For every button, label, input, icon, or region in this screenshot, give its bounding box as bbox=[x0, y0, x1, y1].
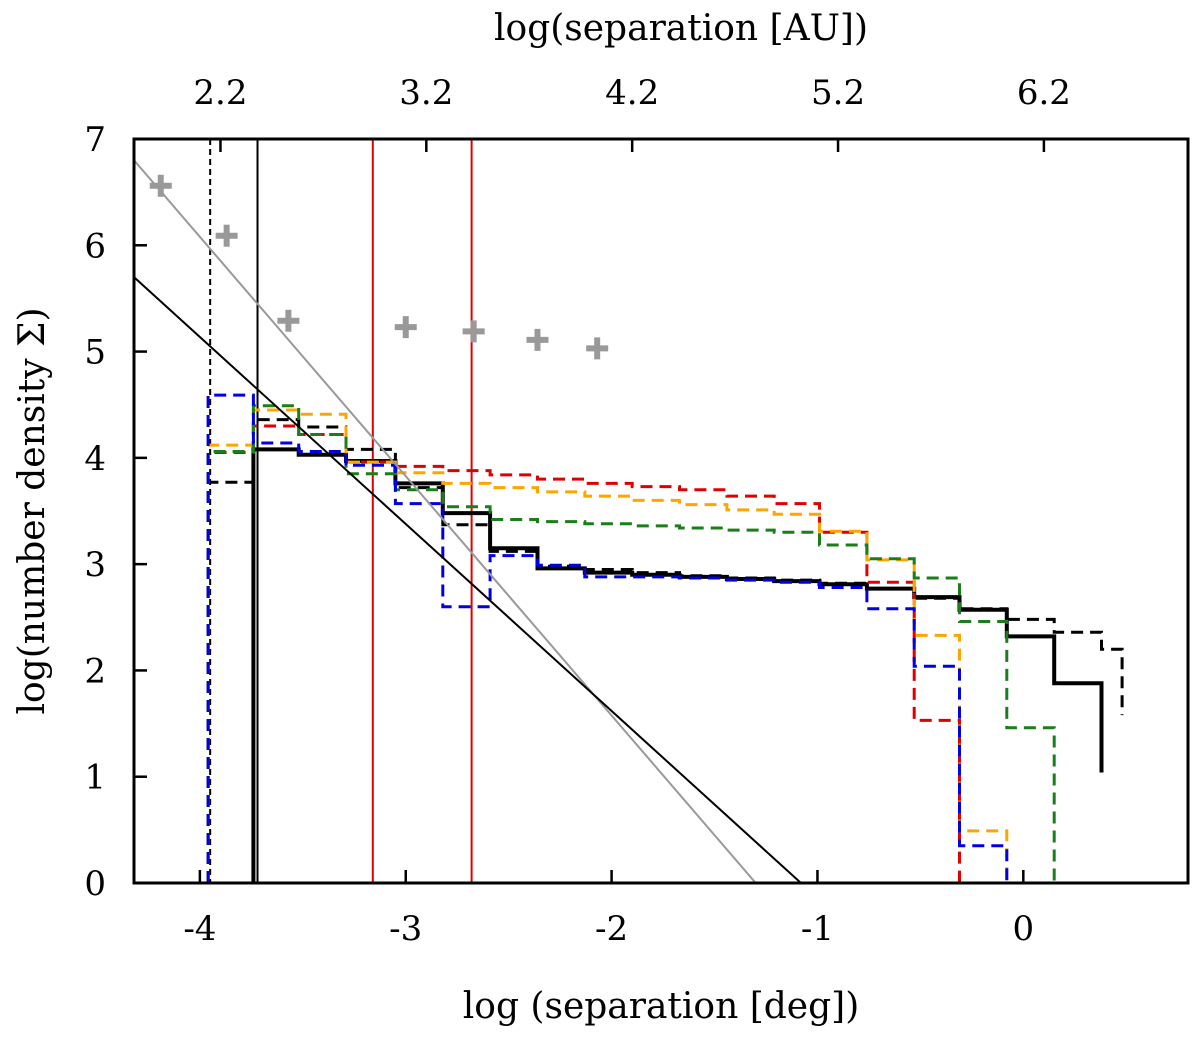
x-tick-label: -3 bbox=[389, 909, 422, 949]
plus-marker bbox=[526, 328, 549, 351]
top-x-tick-label: 2.2 bbox=[193, 73, 247, 113]
series-black-dashed bbox=[206, 418, 1124, 883]
y-tick-label: 2 bbox=[84, 651, 106, 691]
y-tick-label: 0 bbox=[84, 864, 106, 904]
x-axis-title: log (separation [deg]) bbox=[463, 986, 860, 1027]
y-tick-label: 6 bbox=[84, 226, 106, 266]
plot-frame bbox=[132, 137, 1190, 885]
axes-layer bbox=[132, 137, 1190, 885]
series-layer bbox=[134, 139, 1124, 883]
series-black-solid bbox=[251, 447, 1104, 883]
y-tick-label: 4 bbox=[84, 439, 106, 479]
plus-marker bbox=[586, 337, 609, 360]
x-tick-label: -4 bbox=[183, 909, 216, 949]
y-tick-label: 5 bbox=[84, 333, 106, 373]
plus-marker bbox=[277, 309, 300, 332]
y-tick-label: 7 bbox=[84, 120, 106, 160]
fit-line-black-power-law bbox=[134, 276, 802, 883]
series-green-dashed bbox=[206, 404, 1056, 883]
plus-marker bbox=[462, 320, 485, 343]
series-red-dashed bbox=[206, 424, 961, 883]
y-tick-label: 3 bbox=[84, 545, 106, 585]
top-x-tick-label: 5.2 bbox=[811, 73, 865, 113]
top-x-tick-label: 6.2 bbox=[1017, 73, 1071, 113]
labels-layer: log (separation [deg]) log(separation [A… bbox=[12, 8, 1071, 1027]
series-orange-dashed bbox=[206, 408, 1009, 883]
top-x-tick-label: 3.2 bbox=[399, 73, 453, 113]
top-axis-title: log(separation [AU]) bbox=[494, 8, 868, 49]
x-tick-label: -2 bbox=[595, 909, 628, 949]
plus-marker bbox=[215, 224, 238, 247]
top-x-tick-label: 4.2 bbox=[605, 73, 659, 113]
y-tick-label: 1 bbox=[84, 758, 106, 798]
fit-line-gray-power-law bbox=[134, 159, 757, 883]
x-tick-label: 0 bbox=[1012, 909, 1034, 949]
plus-marker bbox=[394, 316, 417, 339]
y-axis-title: log(number density Σ) bbox=[12, 307, 53, 714]
series-blue-dashed bbox=[206, 393, 1009, 883]
plus-marker bbox=[149, 174, 172, 197]
x-tick-label: -1 bbox=[801, 909, 834, 949]
